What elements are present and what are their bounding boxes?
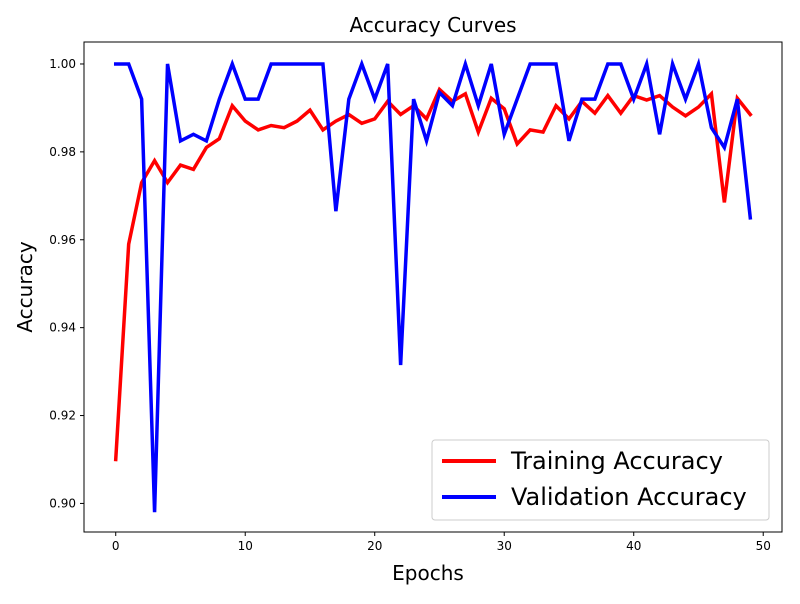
y-tick-label: 0.96 [49, 233, 76, 247]
y-tick-label: 0.90 [49, 496, 76, 510]
y-axis: 0.90 0.92 0.94 0.96 0.98 1.00 [49, 57, 84, 510]
plot-frame [83, 41, 783, 533]
legend-label-0: Training Accuracy [510, 447, 723, 475]
x-axis-label: Epochs [392, 561, 464, 585]
series-line-0 [113, 86, 753, 462]
legend-box [431, 439, 770, 521]
legend: Training Accuracy Validation Accuracy [431, 439, 770, 521]
x-tick-label: 20 [367, 539, 382, 553]
series-lines [113, 57, 753, 513]
y-tick-label: 0.94 [49, 321, 76, 335]
x-axis: 0 10 20 30 40 50 [112, 532, 771, 553]
x-tick-label: 0 [112, 539, 120, 553]
chart-title: Accuracy Curves [349, 13, 516, 37]
x-tick-label: 10 [238, 539, 253, 553]
y-axis-label: Accuracy [13, 241, 37, 332]
x-tick-label: 40 [626, 539, 641, 553]
y-tick-label: 1.00 [49, 57, 76, 71]
y-tick-label: 0.92 [49, 409, 76, 423]
legend-label-1: Validation Accuracy [511, 483, 747, 511]
series-line-1 [113, 57, 753, 513]
x-tick-label: 50 [756, 539, 771, 553]
x-tick-label: 30 [497, 539, 512, 553]
y-tick-label: 0.98 [49, 145, 76, 159]
